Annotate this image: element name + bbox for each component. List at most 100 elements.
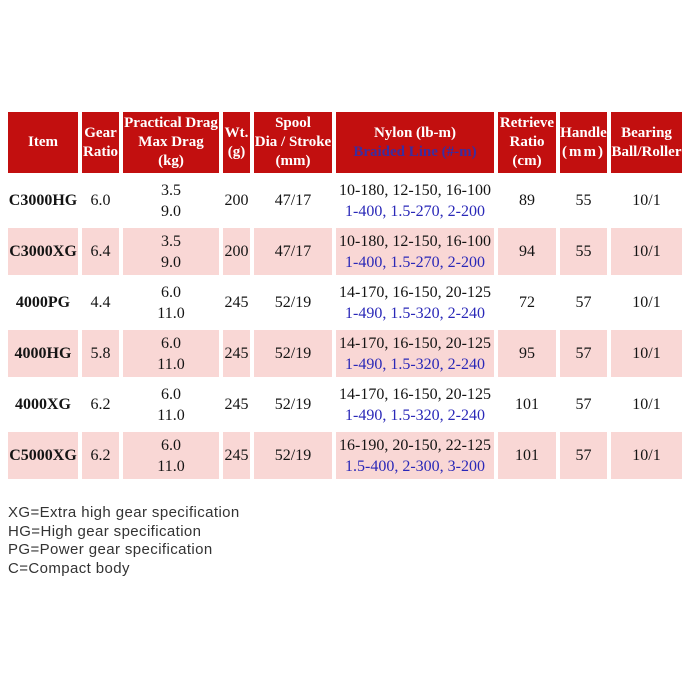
cell-bearing: 10/1 — [611, 177, 682, 224]
drag-max: 11.0 — [157, 304, 185, 322]
cell-bearing: 10/1 — [611, 432, 682, 479]
table-row: 4000HG 5.8 6.0 11.0 245 52/19 14-170, 16… — [8, 330, 682, 377]
cell-drag: 3.5 9.0 — [123, 228, 219, 275]
drag-max: 11.0 — [157, 406, 185, 424]
table-row: C3000HG 6.0 3.5 9.0 200 47/17 10-180, 12… — [8, 177, 682, 224]
drag-max: 9.0 — [161, 253, 181, 271]
header-line: Retrieve — [499, 115, 555, 131]
braided-capacity: 1-490, 1.5-320, 2-240 — [345, 355, 485, 373]
col-header-spool: Spool Dia / Stroke (mm) — [254, 112, 332, 173]
table-row: 4000XG 6.2 6.0 11.0 245 52/19 14-170, 16… — [8, 381, 682, 428]
drag-max: 11.0 — [157, 355, 185, 373]
cell-handle: 57 — [560, 279, 607, 326]
table-row: 4000PG 4.4 6.0 11.0 245 52/19 14-170, 16… — [8, 279, 682, 326]
cell-handle: 57 — [560, 330, 607, 377]
cell-spool: 47/17 — [254, 177, 332, 224]
cell-weight: 245 — [223, 381, 250, 428]
header-line: (g) — [227, 143, 246, 160]
col-header-weight: Wt. (g) — [223, 112, 250, 173]
braided-capacity: 1-490, 1.5-320, 2-240 — [345, 406, 485, 424]
header-line: Bearing — [621, 124, 672, 141]
header-line: Handle — [560, 124, 607, 141]
braided-capacity: 1-490, 1.5-320, 2-240 — [345, 304, 485, 322]
header-line: Wt. — [224, 124, 249, 141]
col-header-retrieve: Retrieve Ratio (cm) — [498, 112, 556, 173]
cell-item: C3000HG — [8, 177, 78, 224]
cell-item: 4000HG — [8, 330, 78, 377]
footnote-hg: HG=High gear specification — [8, 522, 202, 540]
cell-gear-ratio: 4.4 — [82, 279, 119, 326]
header-line: Practical Drag — [124, 115, 218, 131]
cell-line-capacity: 16-190, 20-150, 22-125 1.5-400, 2-300, 3… — [336, 432, 494, 479]
drag-practical: 6.0 — [161, 283, 181, 301]
cell-retrieve: 94 — [498, 228, 556, 275]
cell-retrieve: 72 — [498, 279, 556, 326]
header-line: (mm) — [275, 153, 311, 169]
cell-gear-ratio: 6.2 — [82, 381, 119, 428]
cell-line-capacity: 14-170, 16-150, 20-125 1-490, 1.5-320, 2… — [336, 279, 494, 326]
header-line: Gear — [84, 124, 117, 141]
header-line: Spool — [275, 115, 311, 131]
cell-handle: 55 — [560, 228, 607, 275]
cell-gear-ratio: 6.0 — [82, 177, 119, 224]
cell-gear-ratio: 6.2 — [82, 432, 119, 479]
table-row: C5000XG 6.2 6.0 11.0 245 52/19 16-190, 2… — [8, 432, 682, 479]
cell-retrieve: 89 — [498, 177, 556, 224]
footnotes: XG=Extra high gear specification HG=High… — [8, 504, 240, 578]
col-header-gear-ratio: Gear Ratio — [82, 112, 119, 173]
header-line: (mm) — [562, 143, 605, 160]
drag-max: 9.0 — [161, 202, 181, 220]
drag-practical: 6.0 — [161, 436, 181, 454]
cell-weight: 245 — [223, 432, 250, 479]
cell-gear-ratio: 6.4 — [82, 228, 119, 275]
footnote-xg: XG=Extra high gear specification — [8, 504, 240, 521]
drag-practical: 3.5 — [161, 181, 181, 199]
drag-practical: 6.0 — [161, 334, 181, 352]
cell-line-capacity: 14-170, 16-150, 20-125 1-490, 1.5-320, 2… — [336, 381, 494, 428]
spec-table: Item Gear Ratio Practical Drag Max Drag … — [4, 108, 686, 483]
col-header-practical-drag: Practical Drag Max Drag (kg) — [123, 112, 219, 173]
braided-capacity: 1-400, 1.5-270, 2-200 — [345, 253, 485, 271]
header-line: (kg) — [158, 153, 184, 169]
nylon-capacity: 10-180, 12-150, 16-100 — [339, 232, 491, 250]
cell-gear-ratio: 5.8 — [82, 330, 119, 377]
nylon-capacity: 14-170, 16-150, 20-125 — [339, 283, 491, 301]
header-line: Ratio — [509, 134, 545, 150]
col-header-item: Item — [8, 112, 78, 173]
cell-item: 4000XG — [8, 381, 78, 428]
header-line: Ball/Roller — [611, 143, 682, 160]
cell-drag: 3.5 9.0 — [123, 177, 219, 224]
header-row: Item Gear Ratio Practical Drag Max Drag … — [8, 112, 682, 173]
cell-drag: 6.0 11.0 — [123, 381, 219, 428]
footnote-pg: PG=Power gear specification — [8, 541, 213, 558]
cell-retrieve: 101 — [498, 381, 556, 428]
cell-retrieve: 95 — [498, 330, 556, 377]
cell-spool: 52/19 — [254, 381, 332, 428]
cell-spool: 52/19 — [254, 432, 332, 479]
nylon-capacity: 10-180, 12-150, 16-100 — [339, 181, 491, 199]
header-line: Ratio — [83, 143, 118, 160]
col-header-bearing: Bearing Ball/Roller — [611, 112, 682, 173]
cell-weight: 200 — [223, 177, 250, 224]
header-line: Dia / Stroke — [254, 134, 332, 150]
cell-handle: 57 — [560, 381, 607, 428]
drag-practical: 6.0 — [161, 385, 181, 403]
cell-weight: 200 — [223, 228, 250, 275]
cell-item: C3000XG — [8, 228, 78, 275]
drag-practical: 3.5 — [161, 232, 181, 250]
cell-weight: 245 — [223, 330, 250, 377]
col-header-line-capacity: Nylon (lb-m) Braided Line (#-m) — [336, 112, 494, 173]
cell-drag: 6.0 11.0 — [123, 330, 219, 377]
cell-handle: 57 — [560, 432, 607, 479]
header-line-nylon: Nylon (lb-m) — [373, 124, 457, 141]
braided-capacity: 1-400, 1.5-270, 2-200 — [345, 202, 485, 220]
cell-item: 4000PG — [8, 279, 78, 326]
cell-line-capacity: 14-170, 16-150, 20-125 1-490, 1.5-320, 2… — [336, 330, 494, 377]
cell-bearing: 10/1 — [611, 228, 682, 275]
cell-bearing: 10/1 — [611, 330, 682, 377]
header-line: Max Drag — [138, 134, 204, 150]
cell-handle: 55 — [560, 177, 607, 224]
cell-spool: 52/19 — [254, 279, 332, 326]
cell-line-capacity: 10-180, 12-150, 16-100 1-400, 1.5-270, 2… — [336, 177, 494, 224]
